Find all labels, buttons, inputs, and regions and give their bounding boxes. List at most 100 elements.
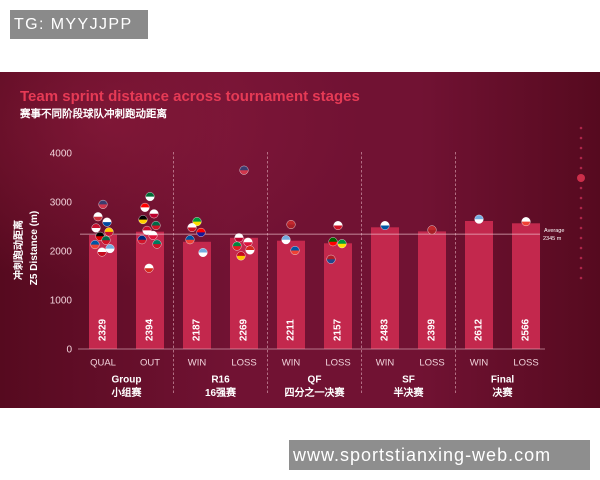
decor-dot	[579, 206, 583, 210]
team-flag-marker	[326, 254, 336, 264]
bar-value-label: 2187	[192, 318, 203, 341]
bar-value-label: 2612	[474, 318, 485, 341]
flag-ring	[149, 209, 159, 219]
group-label: R16	[211, 375, 230, 386]
flag-ring	[192, 217, 202, 227]
flag-ring	[144, 263, 154, 273]
flag-bottom-half	[232, 246, 242, 251]
decor-dot	[579, 186, 583, 190]
flag-ring	[196, 227, 206, 237]
team-flag-marker	[196, 227, 206, 237]
team-flag-marker	[144, 263, 154, 273]
group-label-cn: 16强赛	[205, 386, 237, 399]
team-flag-marker	[337, 239, 347, 249]
team-flag-marker	[427, 225, 437, 235]
flag-bottom-half	[148, 235, 158, 240]
flag-ring	[91, 223, 101, 233]
group-label: QF	[308, 375, 322, 386]
team-flag-marker	[243, 237, 253, 247]
flag-ring	[290, 245, 300, 256]
x-tick-label: LOSS	[419, 358, 444, 369]
group-label: Group	[112, 375, 142, 386]
team-flag-marker	[137, 235, 147, 245]
flag-ring	[326, 254, 336, 264]
bar-sf-loss	[418, 231, 446, 349]
flag-bottom-half	[138, 219, 148, 224]
sprint-distance-chart: Team sprint distance across tournament s…	[12, 88, 585, 399]
bar-sf-win	[371, 227, 399, 349]
flag-ring	[138, 215, 148, 225]
flag-bottom-half	[101, 240, 111, 245]
flag-bottom-half	[102, 222, 112, 227]
team-flag-marker	[187, 222, 197, 233]
y-axis-title-cn: 冲刺跑动距离	[12, 220, 25, 280]
team-flag-marker	[236, 251, 246, 261]
decor-dot	[579, 126, 583, 130]
y-tick-label: 2000	[50, 247, 73, 258]
watermark-url: www.sportstianxing-web.com	[289, 440, 590, 470]
bar-value-label: 2329	[98, 318, 109, 341]
flag-ring	[232, 241, 242, 251]
group-label: SF	[402, 375, 415, 386]
team-flag-marker	[333, 220, 343, 231]
flag-ring	[104, 227, 114, 237]
team-flag-marker	[97, 247, 107, 257]
decor-dot	[579, 156, 583, 160]
flag-bottom-half	[105, 248, 115, 253]
team-flag-marker	[105, 244, 115, 254]
group-label: Final	[491, 375, 515, 386]
flag-bottom-half	[326, 259, 336, 264]
flag-bottom-half	[328, 241, 338, 246]
x-tick-label: LOSS	[231, 358, 256, 369]
flag-ring	[239, 165, 249, 175]
team-flag-marker	[185, 235, 195, 245]
flag-bottom-half	[234, 237, 244, 243]
flag-bottom-half	[281, 239, 291, 244]
team-flag-marker	[91, 223, 101, 233]
flag-bottom-half	[90, 244, 100, 249]
bar-final-loss	[512, 223, 540, 349]
y-tick-label: 1000	[50, 296, 73, 307]
team-flag-marker	[245, 245, 255, 255]
flag-bottom-half	[236, 255, 246, 261]
flag-ring	[521, 217, 531, 227]
group-label-cn: 决赛	[493, 386, 514, 399]
chart-title: Team sprint distance across tournament s…	[20, 88, 360, 105]
y-tick-label: 0	[66, 345, 72, 356]
flag-ring	[333, 220, 343, 231]
flag-ring	[90, 240, 100, 250]
team-flag-marker	[140, 202, 150, 212]
average-label: Average	[544, 228, 564, 234]
flag-ring	[101, 235, 111, 245]
bar-value-label: 2394	[145, 318, 156, 341]
flag-bottom-half	[239, 170, 249, 175]
flag-bottom-half	[98, 204, 108, 209]
y-tick-label: 3000	[50, 198, 73, 209]
flag-bottom-half	[427, 229, 437, 235]
x-tick-label: QUAL	[90, 358, 116, 369]
decor-dot	[579, 146, 583, 150]
team-flag-marker	[239, 165, 249, 175]
x-tick-label: LOSS	[513, 358, 538, 369]
team-flag-marker	[232, 241, 242, 251]
y-axis-title: Z5 Distance (m)	[29, 211, 40, 285]
flag-ring	[286, 219, 296, 230]
flag-ring	[245, 245, 255, 255]
flag-ring	[281, 235, 291, 245]
flag-bottom-half	[521, 221, 531, 226]
bar-final-win	[465, 221, 493, 349]
flag-bottom-half	[144, 268, 154, 273]
decor-dot	[579, 266, 583, 270]
flag-bottom-half	[152, 244, 162, 249]
team-flag-marker	[138, 215, 148, 225]
chart-subtitle: 赛事不同阶段球队冲刺跑动距离	[19, 107, 167, 120]
group-label-cn: 半决赛	[394, 386, 425, 399]
flag-ring	[98, 199, 108, 209]
team-flag-marker	[104, 227, 114, 237]
bar-value-label: 2566	[521, 318, 532, 341]
flag-ring	[380, 220, 390, 231]
flag-ring	[93, 212, 103, 222]
flag-bottom-half	[187, 227, 197, 232]
decor-dot	[579, 136, 583, 140]
flag-ring	[105, 244, 115, 254]
